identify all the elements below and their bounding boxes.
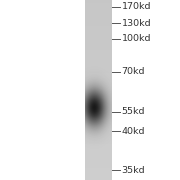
Text: 130kd: 130kd: [122, 19, 151, 28]
Text: 40kd: 40kd: [122, 127, 145, 136]
Text: 170kd: 170kd: [122, 2, 151, 11]
Text: 35kd: 35kd: [122, 166, 145, 175]
Text: 70kd: 70kd: [122, 68, 145, 76]
Text: 55kd: 55kd: [122, 107, 145, 116]
Text: 100kd: 100kd: [122, 34, 151, 43]
